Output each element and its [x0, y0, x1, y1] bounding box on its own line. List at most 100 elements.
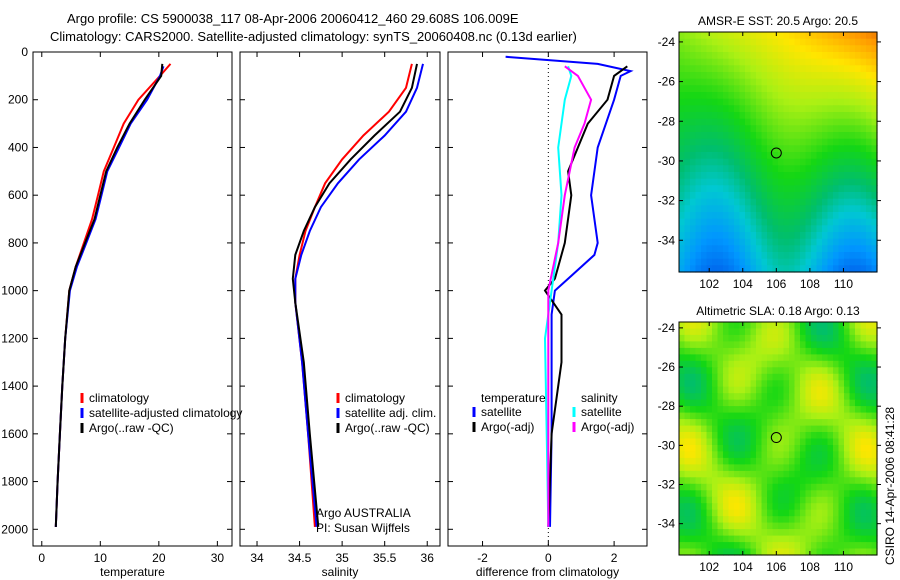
map-cell: [745, 367, 752, 375]
map-cell: [838, 158, 845, 166]
map-cell: [838, 112, 845, 120]
map-cell: [838, 380, 845, 388]
map-cell: [833, 152, 840, 160]
map-cell: [789, 529, 796, 537]
map-cell: [838, 105, 845, 113]
map-cell: [701, 92, 708, 100]
plot-frame: [32, 51, 233, 547]
map-cell: [756, 354, 763, 362]
map-cell: [695, 328, 702, 336]
y-tick-label: -28: [658, 114, 676, 128]
map-cell: [750, 132, 757, 140]
map-cell: [750, 138, 757, 146]
map-cell: [679, 112, 686, 120]
map-cell: [767, 65, 774, 73]
map-cell: [789, 360, 796, 368]
map-cell: [728, 165, 735, 173]
map-cell: [827, 483, 834, 491]
map-cell: [844, 225, 851, 233]
map-cell: [860, 432, 867, 440]
map-cell: [723, 341, 730, 349]
map-cell: [783, 341, 790, 349]
map-cell: [706, 165, 713, 173]
map-cell: [695, 373, 702, 381]
map-cell: [805, 438, 812, 446]
map-cell: [717, 535, 724, 543]
map-cell: [871, 52, 878, 60]
map-cell: [849, 65, 856, 73]
map-cell: [723, 425, 730, 433]
map-cell: [849, 38, 856, 46]
map-cell: [745, 548, 752, 556]
map-cell: [756, 205, 763, 213]
map-cell: [827, 205, 834, 213]
map-cell: [756, 178, 763, 186]
map-cell: [684, 52, 691, 60]
map-cell: [728, 72, 735, 80]
map-cell: [679, 347, 686, 355]
map-cell: [816, 432, 823, 440]
map-cell: [706, 386, 713, 394]
map-cell: [789, 138, 796, 146]
map-cell: [811, 152, 818, 160]
map-cell: [778, 496, 785, 504]
map-cell: [827, 393, 834, 401]
map-cell: [789, 65, 796, 73]
map-cell: [844, 152, 851, 160]
map-cell: [871, 322, 878, 330]
map-cell: [734, 445, 741, 453]
map-cell: [739, 451, 746, 459]
map-cell: [789, 232, 796, 240]
map-cell: [794, 38, 801, 46]
map-cell: [712, 92, 719, 100]
map-cell: [701, 483, 708, 491]
map-cell: [871, 542, 878, 550]
map-cell: [756, 529, 763, 537]
map-cell: [871, 432, 878, 440]
map-cell: [833, 252, 840, 260]
map-cell: [838, 145, 845, 153]
map-cell: [778, 32, 785, 40]
map-cell: [750, 172, 757, 180]
map-cell: [712, 192, 719, 200]
map-cell: [734, 496, 741, 504]
map-cell: [816, 412, 823, 420]
map-cell: [855, 145, 862, 153]
map-cell: [723, 360, 730, 368]
map-cell: [778, 165, 785, 173]
map-cell: [805, 32, 812, 40]
x-tick-label: 108: [800, 560, 820, 574]
map-cell: [684, 45, 691, 53]
map-cell: [827, 265, 834, 273]
map-cell: [838, 178, 845, 186]
map-cell: [827, 548, 834, 556]
map-cell: [855, 112, 862, 120]
map-cell: [838, 516, 845, 524]
map-cell: [767, 145, 774, 153]
map-cell: [750, 322, 757, 330]
map-cell: [756, 451, 763, 459]
map-cell: [734, 470, 741, 478]
map-cell: [750, 483, 757, 491]
map-cell: [833, 138, 840, 146]
map-cell: [739, 522, 746, 530]
y-tick-label: -24: [658, 321, 676, 335]
map-cell: [871, 118, 878, 126]
map-cell: [827, 52, 834, 60]
map-cell: [805, 373, 812, 381]
map-cell: [816, 373, 823, 381]
map-cell: [772, 535, 779, 543]
map-cell: [734, 172, 741, 180]
map-cell: [844, 252, 851, 260]
x-tick-label: 104: [733, 277, 753, 291]
map-cell: [717, 438, 724, 446]
map-cell: [844, 470, 851, 478]
map-cell: [871, 464, 878, 472]
map-cell: [860, 393, 867, 401]
map-cell: [833, 522, 840, 530]
map-cell: [860, 477, 867, 485]
map-cell: [701, 432, 708, 440]
map-cell: [844, 78, 851, 86]
map-cell: [800, 334, 807, 342]
map-cell: [745, 245, 752, 253]
